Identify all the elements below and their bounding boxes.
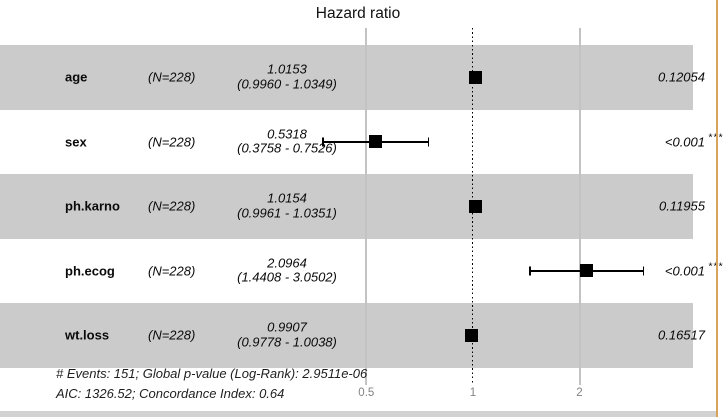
x-tick-label: 0.5 <box>358 387 375 399</box>
p-value-text: 0.12054 <box>658 69 705 85</box>
sample-size: (N=228) <box>148 198 196 214</box>
forest-row: sex (N=228) 0.5318 (0.3758 - 0.7526) <0.… <box>0 110 723 175</box>
hr-ci-text: (0.9960 - 1.0349) <box>237 76 337 92</box>
pane-bottom-strip <box>0 411 716 417</box>
p-value-text: <0.001 <box>664 134 705 150</box>
forest-row: age (N=228) 1.0153 (0.9960 - 1.0349) 0.1… <box>0 45 723 110</box>
significance-stars: *** <box>708 260 723 272</box>
hr-ci-text: (0.9778 - 1.0038) <box>237 334 337 350</box>
p-value: <0.001 *** <box>664 131 722 150</box>
hr-estimate: 2.0964 <box>267 255 307 271</box>
estimate-cell: 1.0154 (0.9961 - 1.0351) <box>218 190 356 221</box>
pane-border-right <box>716 0 718 417</box>
hr-point-marker <box>464 328 478 342</box>
p-value: 0.11955 <box>659 199 705 214</box>
estimate-cell: 1.0153 (0.9960 - 1.0349) <box>218 61 356 92</box>
hr-estimate: 0.5318 <box>267 126 307 142</box>
hr-ci-text: (0.3758 - 0.7526) <box>237 140 337 156</box>
gridline <box>578 28 581 385</box>
estimate-cell: 2.0964 (1.4408 - 3.0502) <box>218 256 356 285</box>
hr-point-marker <box>580 264 594 278</box>
x-tick-label: 2 <box>576 387 583 399</box>
variable-name: age <box>65 69 88 85</box>
ci-right-cap <box>642 266 645 276</box>
plot-title: Hazard ratio <box>315 5 401 22</box>
forest-row: ph.karno (N=228) 1.0154 (0.9961 - 1.0351… <box>0 174 723 239</box>
footer-stats-line1: # Events: 151; Global p-value (Log-Rank)… <box>56 366 368 381</box>
gridline <box>365 28 368 385</box>
hr-estimate: 1.0154 <box>267 190 307 206</box>
variable-name: wt.loss <box>65 327 110 343</box>
p-value-text: 0.16517 <box>658 327 705 343</box>
estimate-cell: 0.5318 (0.3758 - 0.7526) <box>218 127 356 156</box>
sample-size: (N=228) <box>148 327 196 343</box>
ci-left-cap <box>322 137 324 147</box>
forest-row: ph.ecog (N=228) 2.0964 (1.4408 - 3.0502)… <box>0 239 723 304</box>
hr-point-marker <box>369 135 383 149</box>
ci-right-cap <box>427 137 430 147</box>
significance-stars: *** <box>708 131 723 143</box>
hr-point-marker <box>468 70 482 84</box>
p-value: <0.001 *** <box>664 260 722 279</box>
row-stripe <box>0 303 693 368</box>
sample-size: (N=228) <box>148 69 196 85</box>
hr-estimate: 0.9907 <box>267 319 307 335</box>
footer-stats-line2: AIC: 1326.52; Concordance Index: 0.64 <box>56 386 285 401</box>
p-value: 0.16517 <box>658 328 705 343</box>
hr-ci-text: (0.9961 - 1.0351) <box>237 205 337 221</box>
p-value: 0.12054 <box>658 70 705 85</box>
sample-size: (N=228) <box>148 263 196 279</box>
variable-name: ph.ecog <box>65 263 115 279</box>
p-value-text: <0.001 <box>664 263 705 279</box>
row-stripe <box>0 174 693 239</box>
hr-ci-text: (1.4408 - 3.0502) <box>237 269 337 285</box>
variable-name: sex <box>65 134 87 150</box>
hr-estimate: 1.0153 <box>267 61 307 77</box>
x-tick-label: 1 <box>469 387 477 399</box>
ci-left-cap <box>529 266 531 276</box>
hr-point-marker <box>468 199 482 213</box>
sample-size: (N=228) <box>148 134 196 150</box>
p-value-text: 0.11955 <box>658 198 705 214</box>
variable-name: ph.karno <box>65 198 120 214</box>
estimate-cell: 0.9907 (0.9778 - 1.0038) <box>218 319 356 350</box>
row-stripe <box>0 45 693 110</box>
forest-row: wt.loss (N=228) 0.9907 (0.9778 - 1.0038)… <box>0 303 723 368</box>
